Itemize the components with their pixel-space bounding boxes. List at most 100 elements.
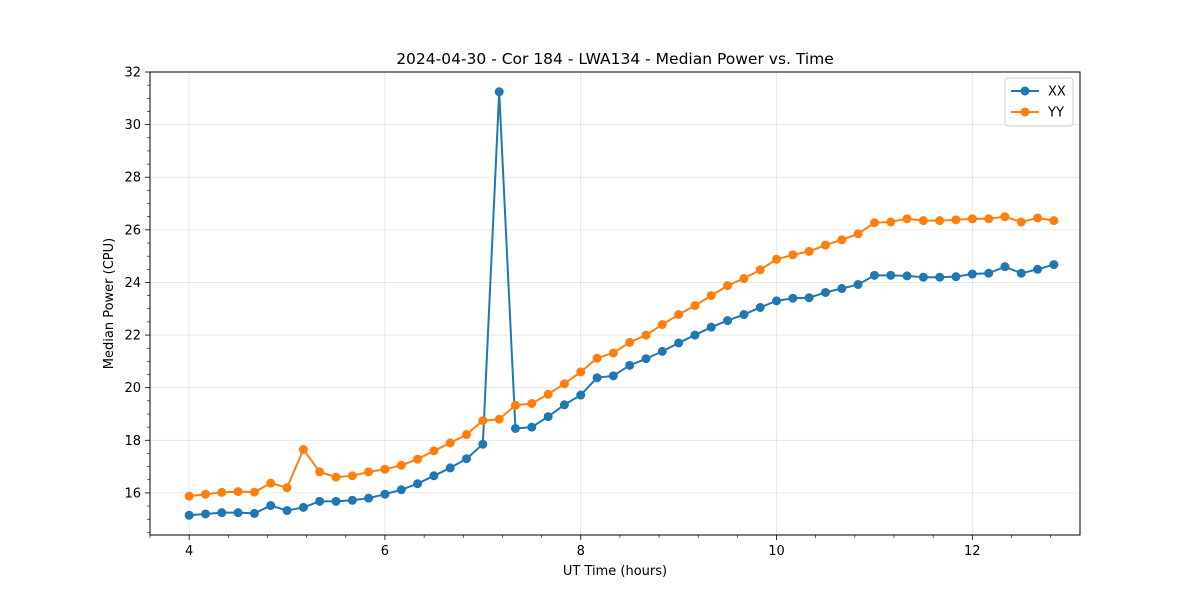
legend: XX YY <box>1004 77 1074 127</box>
legend-label-xx: XX <box>1048 85 1066 100</box>
data-point-yy <box>364 467 374 477</box>
data-point-yy <box>184 491 194 501</box>
data-point-xx <box>184 510 194 520</box>
y-tick-label: 28 <box>124 171 141 186</box>
data-point-yy <box>380 464 390 474</box>
data-point-xx <box>282 506 292 516</box>
data-point-yy <box>853 229 863 239</box>
data-point-xx <box>478 439 488 449</box>
data-point-yy <box>951 215 961 225</box>
data-point-xx <box>853 280 863 290</box>
data-point-yy <box>282 483 292 493</box>
data-point-yy <box>266 478 276 488</box>
data-point-yy <box>527 398 537 408</box>
data-point-xx <box>266 501 276 511</box>
data-point-xx <box>576 390 586 400</box>
data-point-yy <box>478 416 488 426</box>
data-point-xx <box>298 502 308 512</box>
data-point-xx <box>625 360 635 370</box>
legend-marker-yy <box>1020 107 1030 117</box>
data-point-yy <box>413 454 423 464</box>
legend-marker-xx <box>1020 86 1030 96</box>
y-tick-label: 18 <box>124 434 141 449</box>
data-point-yy <box>233 487 243 497</box>
axis-ticks: 4 6 8 10 12 16 18 20 22 24 26 28 30 32 <box>124 66 1051 559</box>
data-point-yy <box>494 414 504 424</box>
data-point-yy <box>445 438 455 448</box>
data-point-yy <box>625 337 635 347</box>
data-point-xx <box>331 496 341 506</box>
data-point-yy <box>788 250 798 260</box>
data-point-xx <box>706 322 716 332</box>
data-point-xx <box>608 371 618 381</box>
data-point-yy <box>674 310 684 320</box>
data-point-yy <box>592 353 602 363</box>
data-point-xx <box>984 268 994 278</box>
data-point-xx <box>886 270 896 280</box>
y-tick-label: 24 <box>124 276 141 291</box>
data-point-yy <box>755 265 765 275</box>
data-point-xx <box>494 87 504 97</box>
data-point-yy <box>772 254 782 264</box>
data-point-xx <box>1049 260 1059 270</box>
data-point-xx <box>1033 264 1043 274</box>
y-tick-label: 26 <box>124 223 141 238</box>
data-point-xx <box>935 272 945 282</box>
data-point-xx <box>315 496 325 506</box>
data-point-yy <box>559 379 569 389</box>
data-point-yy <box>657 320 667 330</box>
data-point-yy <box>918 216 928 226</box>
data-point-xx <box>837 284 847 294</box>
data-point-xx <box>641 354 651 364</box>
data-point-xx <box>429 471 439 481</box>
data-point-xx <box>1000 262 1010 272</box>
y-tick-label: 22 <box>124 329 141 344</box>
data-point-xx <box>755 302 765 312</box>
data-point-yy <box>984 214 994 224</box>
data-point-yy <box>1016 217 1026 227</box>
y-tick-label: 16 <box>124 486 141 501</box>
data-point-xx <box>739 310 749 320</box>
data-point-xx <box>543 412 553 422</box>
data-point-yy <box>820 240 830 250</box>
data-point-xx <box>217 508 227 518</box>
x-tick-label: 4 <box>185 544 193 559</box>
data-point-yy <box>902 214 912 224</box>
data-point-yy <box>201 489 211 499</box>
data-point-xx <box>461 454 471 464</box>
data-point-xx <box>347 495 357 505</box>
data-point-xx <box>674 338 684 348</box>
x-tick-label: 12 <box>964 544 981 559</box>
data-point-yy <box>461 430 471 440</box>
data-point-xx <box>249 508 259 518</box>
y-tick-label: 30 <box>124 118 141 133</box>
data-point-yy <box>869 218 879 228</box>
data-point-xx <box>592 373 602 383</box>
data-point-yy <box>396 460 406 470</box>
x-tick-label: 10 <box>768 544 785 559</box>
data-point-yy <box>1033 213 1043 223</box>
data-point-xx <box>788 293 798 303</box>
data-point-xx <box>201 509 211 519</box>
data-point-xx <box>967 269 977 279</box>
data-point-yy <box>543 389 553 399</box>
chart-title: 2024-04-30 - Cor 184 - LWA134 - Median P… <box>396 50 834 68</box>
data-point-yy <box>1000 212 1010 222</box>
data-point-yy <box>429 446 439 456</box>
y-tick-label: 20 <box>124 381 141 396</box>
data-point-yy <box>706 291 716 301</box>
data-point-yy <box>576 367 586 377</box>
data-point-xx <box>1016 268 1026 278</box>
plot-frame <box>149 71 1081 536</box>
y-axis-label: Median Power (CPU) <box>102 238 117 369</box>
data-point-yy <box>298 445 308 454</box>
data-point-xx <box>918 272 928 282</box>
data-point-xx <box>510 423 520 433</box>
data-point-yy <box>886 217 896 227</box>
data-point-xx <box>413 479 423 489</box>
data-point-xx <box>690 330 700 340</box>
y-tick-label: 32 <box>124 66 141 81</box>
data-point-yy <box>690 301 700 311</box>
data-point-xx <box>396 485 406 495</box>
